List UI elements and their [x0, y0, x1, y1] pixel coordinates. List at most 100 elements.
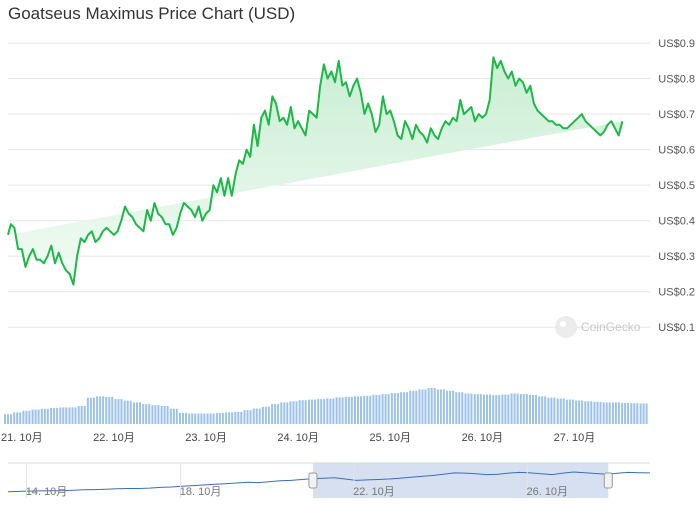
volume-bar	[332, 398, 335, 424]
volume-bar	[53, 407, 56, 424]
volume-bar	[415, 390, 418, 424]
volume-bar	[151, 405, 154, 424]
volume-bar	[433, 388, 436, 424]
volume-bar	[605, 402, 608, 424]
volume-bar	[295, 401, 298, 424]
volume-bar	[255, 408, 258, 424]
volume-bar	[274, 404, 277, 424]
volume-bar	[642, 403, 645, 424]
volume-bar	[96, 396, 99, 424]
volume-bar	[535, 394, 537, 424]
volume-bar	[154, 405, 157, 424]
volume-bar	[578, 400, 581, 424]
volume-bar	[169, 408, 172, 424]
volume-bar	[400, 392, 403, 424]
volume-bar	[559, 398, 562, 424]
volume-bar	[593, 401, 596, 424]
volume-bar	[304, 400, 307, 424]
volume-bar	[7, 414, 9, 424]
volume-bar	[264, 406, 267, 424]
volume-bar	[50, 407, 53, 424]
volume-bar	[464, 393, 467, 424]
volume-bar	[120, 399, 123, 424]
volume-bar	[197, 413, 200, 424]
volume-bar	[442, 389, 445, 424]
volume-bar	[59, 407, 62, 424]
volume-bar	[16, 412, 19, 424]
volume-bar	[375, 394, 378, 424]
x-tick-label: 21. 10月	[1, 432, 43, 444]
volume-bar	[28, 410, 31, 424]
range-navigator[interactable]: 14. 10月 18. 10月 22. 10月 26. 10月	[7, 462, 651, 498]
volume-bar	[163, 406, 166, 424]
volume-bar	[172, 408, 175, 424]
volume-bar	[117, 399, 120, 424]
volume-bar	[240, 411, 243, 424]
volume-bar	[246, 410, 249, 424]
volume-bar	[596, 401, 599, 424]
volume-bar	[378, 394, 381, 424]
volume-bar	[308, 399, 310, 424]
volume-bar	[209, 413, 212, 424]
volume-bar	[13, 412, 16, 424]
volume-bar	[206, 413, 209, 424]
volume-bar	[421, 389, 424, 424]
volume-bar	[231, 412, 234, 424]
volume-bar	[286, 402, 289, 424]
volume-bar	[83, 406, 86, 424]
volume-bar	[430, 388, 433, 424]
navigator-left-handle[interactable]	[308, 472, 318, 489]
volume-bar	[525, 394, 528, 424]
volume-bar	[608, 402, 611, 424]
volume-bar	[344, 396, 347, 424]
volume-bar	[341, 397, 344, 424]
volume-bar	[406, 392, 409, 424]
volume-bar	[99, 396, 102, 424]
volume-bar	[614, 402, 617, 424]
y-tick-label: US$0.5	[658, 180, 695, 192]
volume-bar	[139, 402, 141, 424]
volume-bar	[369, 395, 372, 424]
navigator-right-handle[interactable]	[603, 472, 613, 489]
volume-bar	[427, 388, 430, 424]
volume-bar	[157, 405, 160, 424]
volume-bar	[335, 397, 338, 424]
y-tick-label: US$0.8	[658, 74, 695, 86]
volume-bar	[25, 410, 28, 424]
volume-bar	[424, 389, 427, 424]
volume-bar	[228, 412, 231, 424]
volume-bar	[40, 408, 43, 424]
x-tick-label: 24. 10月	[277, 432, 319, 444]
volume-bar	[617, 402, 620, 424]
volume-bar	[80, 406, 83, 424]
volume-bar	[34, 409, 37, 424]
volume-bar	[403, 392, 406, 424]
volume-bar	[179, 412, 181, 424]
volume-bar	[571, 399, 574, 424]
volume-bar	[547, 397, 550, 424]
y-tick-label: US$0.2	[658, 287, 695, 299]
volume-bar	[611, 402, 614, 424]
volume-bar	[249, 410, 252, 424]
volume-bar	[298, 400, 301, 424]
volume-bar	[470, 393, 473, 424]
volume-bar	[562, 398, 565, 424]
volume-bar	[409, 390, 412, 424]
volume-bar	[74, 407, 77, 424]
volume-bar	[92, 397, 95, 424]
volume-bar	[498, 395, 501, 424]
volume-bar	[160, 406, 163, 424]
volume-bar	[252, 408, 255, 424]
volume-bar	[194, 413, 197, 424]
volume-bar	[602, 402, 605, 424]
volume-bar	[283, 402, 286, 424]
volume-bar	[314, 399, 316, 424]
volume-bar	[203, 413, 206, 424]
y-tick-label: US$0.3	[658, 251, 695, 263]
volume-bar	[200, 413, 203, 424]
volume-bar	[243, 410, 246, 424]
volume-bar	[550, 397, 553, 424]
volume-bar	[326, 398, 329, 424]
volume-bar	[31, 409, 34, 424]
